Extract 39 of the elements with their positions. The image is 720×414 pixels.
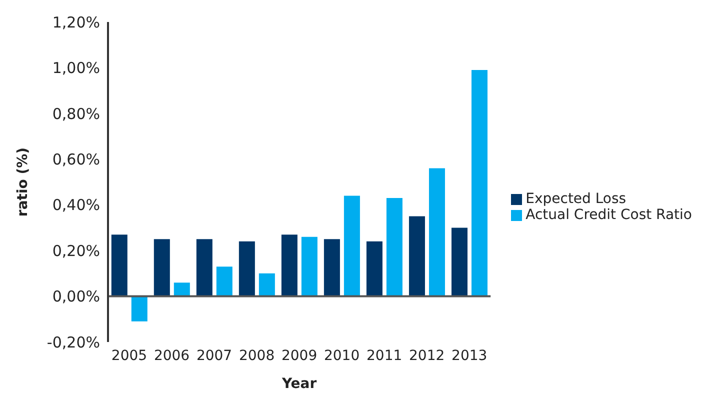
y-tick-label: 0,40% (52, 196, 100, 214)
bar (258, 273, 275, 296)
bar (174, 282, 190, 296)
y-tick-label: 1,20% (52, 13, 100, 32)
bar (472, 70, 488, 296)
bar (366, 241, 382, 296)
y-tick-label: 0,60% (52, 150, 100, 168)
bar (154, 239, 170, 296)
y-axis-title: ratio (%) (14, 147, 31, 217)
legend-label: Actual Credit Cost Ratio (526, 207, 692, 223)
x-axis-title: Year (280, 376, 317, 392)
x-tick-label: 2012 (409, 348, 445, 364)
bar (428, 168, 445, 296)
x-tick-label: 2005 (111, 348, 148, 364)
bar (408, 216, 425, 296)
bar (344, 196, 360, 296)
y-tick-label: 0,80% (52, 104, 100, 123)
x-tick-label: 2009 (281, 348, 318, 364)
y-tick-label: 0,00% (52, 288, 100, 306)
x-tick-label: 2013 (452, 348, 488, 364)
bar (452, 228, 468, 296)
y-tick-label: 0,20% (52, 242, 100, 260)
bar (281, 234, 298, 296)
bar (324, 239, 340, 296)
x-tick-label: 2010 (324, 348, 360, 364)
bar (131, 296, 148, 322)
bar (111, 234, 128, 296)
bar (386, 198, 402, 296)
x-tick-label: 2007 (196, 348, 232, 364)
x-tick-label: 2008 (238, 348, 275, 364)
bar (238, 241, 255, 296)
bar (216, 266, 232, 296)
legend-label: Expected Loss (526, 191, 626, 207)
bar (301, 236, 318, 296)
x-tick-label: 2011 (366, 348, 402, 364)
y-tick-label: -0,20% (46, 333, 100, 352)
x-tick-label: 2006 (154, 348, 190, 364)
bar (196, 239, 212, 296)
y-tick-label: 1,00% (52, 59, 100, 78)
